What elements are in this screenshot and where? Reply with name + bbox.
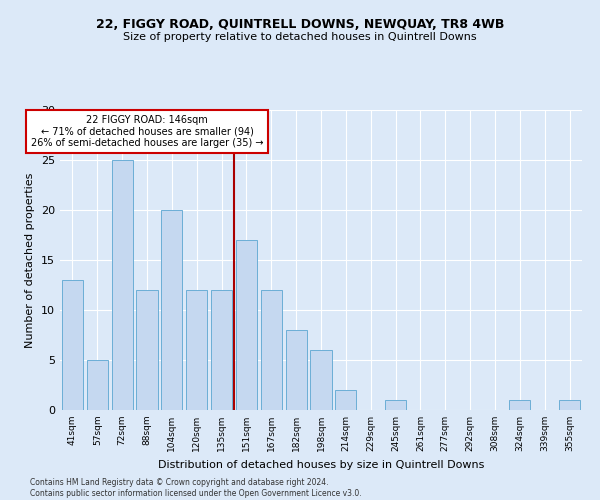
Bar xyxy=(335,390,356,410)
Bar xyxy=(559,400,580,410)
Bar xyxy=(161,210,182,410)
Text: 22, FIGGY ROAD, QUINTRELL DOWNS, NEWQUAY, TR8 4WB: 22, FIGGY ROAD, QUINTRELL DOWNS, NEWQUAY… xyxy=(96,18,504,30)
Bar xyxy=(385,400,406,410)
Text: Contains HM Land Registry data © Crown copyright and database right 2024.
Contai: Contains HM Land Registry data © Crown c… xyxy=(30,478,362,498)
Bar xyxy=(211,290,232,410)
Bar xyxy=(136,290,158,410)
Bar xyxy=(286,330,307,410)
Bar xyxy=(87,360,108,410)
Text: Size of property relative to detached houses in Quintrell Downs: Size of property relative to detached ho… xyxy=(123,32,477,42)
Bar xyxy=(261,290,282,410)
Bar xyxy=(310,350,332,410)
Bar xyxy=(186,290,207,410)
Y-axis label: Number of detached properties: Number of detached properties xyxy=(25,172,35,348)
X-axis label: Distribution of detached houses by size in Quintrell Downs: Distribution of detached houses by size … xyxy=(158,460,484,469)
Text: 22 FIGGY ROAD: 146sqm
← 71% of detached houses are smaller (94)
26% of semi-deta: 22 FIGGY ROAD: 146sqm ← 71% of detached … xyxy=(31,115,263,148)
Bar xyxy=(509,400,530,410)
Bar xyxy=(112,160,133,410)
Bar xyxy=(236,240,257,410)
Bar xyxy=(62,280,83,410)
